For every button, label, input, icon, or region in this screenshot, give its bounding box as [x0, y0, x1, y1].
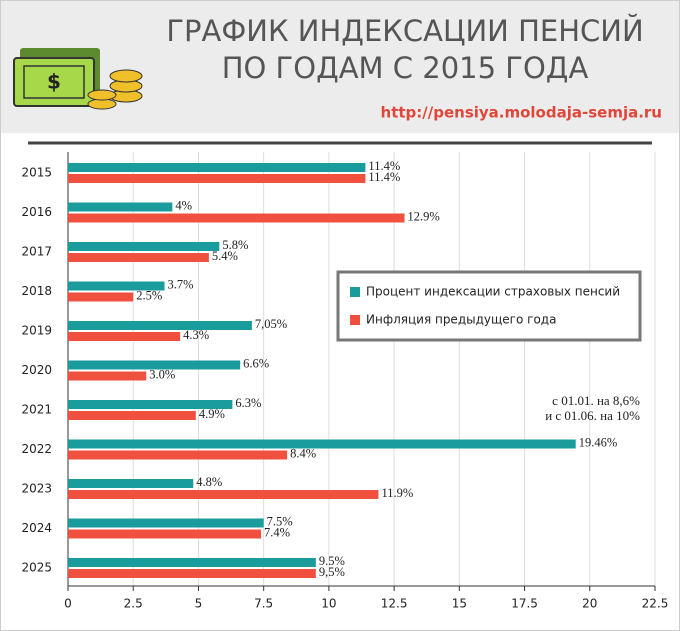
- legend-label: Процент индексации страховых пенсий: [366, 285, 620, 299]
- y-tick-label: 2024: [21, 521, 52, 535]
- value-label: 11.9%: [381, 486, 413, 500]
- value-label: 11.4%: [368, 159, 400, 173]
- y-tick-label: 2017: [21, 245, 52, 259]
- x-tick-label: 12.5: [381, 597, 408, 611]
- x-tick-label: 17.5: [511, 597, 538, 611]
- value-label: 3.0%: [149, 367, 175, 381]
- bar: [68, 558, 316, 567]
- value-label: 5.4%: [212, 249, 238, 263]
- value-label: 6.6%: [243, 356, 269, 370]
- bar: [68, 253, 209, 262]
- y-tick-label: 2018: [21, 284, 52, 298]
- value-label: 9,5%: [319, 565, 345, 579]
- y-tick-label: 2020: [21, 363, 52, 377]
- bar: [68, 529, 262, 539]
- annotation: с 01.01. на 8,6%: [552, 393, 640, 408]
- bar: [68, 479, 194, 488]
- x-tick-label: 2.5: [124, 597, 143, 611]
- bar: [68, 242, 220, 251]
- url: http://pensiya.molodaja-semja.ru: [381, 104, 662, 122]
- legend-swatch: [350, 315, 360, 325]
- value-label: 9.5%: [319, 554, 345, 568]
- value-label: 19.46%: [579, 435, 618, 449]
- value-label: 2.5%: [136, 288, 162, 302]
- money-icon: $: [13, 48, 143, 110]
- x-tick-label: 0: [64, 597, 72, 611]
- legend-label: Инфляция предыдущего года: [366, 313, 556, 327]
- value-label: 7.5%: [267, 514, 293, 528]
- value-label: 12.9%: [408, 209, 440, 223]
- x-tick-label: 15: [452, 597, 467, 611]
- title: ГРАФИК ИНДЕКСАЦИИ ПЕНСИЙ: [166, 14, 643, 48]
- bar: [68, 518, 264, 528]
- bar: [68, 360, 241, 370]
- bar: [68, 321, 252, 330]
- bar: [68, 163, 366, 172]
- y-tick-label: 2021: [21, 403, 52, 417]
- y-tick-label: 2019: [21, 324, 52, 338]
- value-label: 7.4%: [264, 525, 290, 539]
- value-label: 11.4%: [368, 170, 400, 184]
- value-label: 4.9%: [199, 407, 225, 421]
- x-tick-label: 7.5: [254, 597, 273, 611]
- bar: [68, 202, 173, 212]
- x-tick-label: 5: [195, 597, 203, 611]
- header-background: [1, 1, 679, 133]
- y-tick-label: 2015: [21, 166, 52, 180]
- annotation: и с 01.06. на 10%: [545, 408, 640, 423]
- value-label: 6.3%: [235, 396, 261, 410]
- value-label: 3.7%: [168, 277, 194, 291]
- value-label: 4.3%: [183, 328, 209, 342]
- bar: [68, 400, 233, 409]
- x-tick-label: 22.5: [642, 597, 669, 611]
- x-tick-label: 10: [321, 597, 336, 611]
- bar: [68, 411, 196, 420]
- svg-text:$: $: [47, 70, 61, 94]
- legend-box: [336, 270, 642, 342]
- bar: [68, 490, 379, 499]
- bar: [68, 281, 165, 291]
- bar: [68, 292, 134, 302]
- y-tick-label: 2023: [21, 482, 52, 496]
- x-tick-label: 20: [582, 597, 597, 611]
- y-tick-label: 2016: [21, 205, 52, 219]
- bar: [68, 439, 576, 449]
- value-label: 4%: [175, 198, 192, 212]
- value-label: 4.8%: [196, 475, 222, 489]
- bar: [68, 450, 288, 460]
- value-label: 8.4%: [290, 446, 316, 460]
- value-label: 5.8%: [222, 238, 248, 252]
- value-label: 7,05%: [255, 317, 287, 331]
- bar: [68, 213, 405, 223]
- y-tick-label: 2022: [21, 442, 52, 456]
- bar: [68, 371, 147, 381]
- legend-swatch: [350, 287, 360, 297]
- title: ПО ГОДАМ С 2015 ГОДА: [222, 51, 589, 85]
- y-tick-label: 2025: [21, 561, 52, 575]
- bar: [68, 569, 316, 578]
- bar: [68, 174, 366, 183]
- bar: [68, 332, 181, 341]
